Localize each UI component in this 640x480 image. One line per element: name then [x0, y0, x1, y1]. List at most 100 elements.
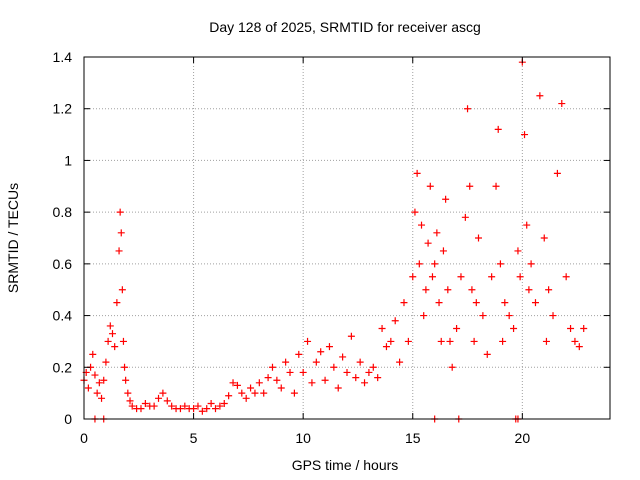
- data-point: [194, 402, 202, 410]
- data-point: [435, 299, 443, 307]
- data-point: [98, 394, 106, 402]
- data-point: [122, 376, 130, 384]
- data-point: [501, 299, 509, 307]
- data-point: [198, 407, 206, 415]
- data-point: [304, 337, 312, 345]
- data-point: [415, 260, 423, 268]
- data-point: [365, 368, 373, 376]
- data-point: [247, 384, 255, 392]
- data-point: [91, 371, 99, 379]
- data-point: [420, 312, 428, 320]
- data-point: [102, 358, 110, 366]
- data-point: [378, 325, 386, 332]
- x-tick-label: 0: [80, 430, 88, 446]
- data-point: [251, 389, 259, 397]
- y-tick-label: 0.8: [53, 204, 73, 220]
- x-tick-label: 5: [190, 430, 198, 446]
- data-point: [238, 389, 246, 397]
- data-point: [312, 358, 320, 366]
- data-point: [431, 260, 439, 268]
- data-point: [141, 399, 149, 407]
- data-point: [290, 389, 298, 397]
- data-point: [268, 363, 276, 371]
- data-point: [553, 169, 561, 177]
- data-point: [207, 399, 215, 407]
- data-point: [117, 229, 125, 237]
- data-point: [446, 337, 454, 345]
- data-point: [521, 131, 529, 139]
- data-point: [286, 368, 294, 376]
- data-point: [567, 325, 575, 332]
- data-point: [203, 405, 211, 413]
- data-point: [549, 312, 557, 320]
- data-point: [216, 402, 224, 410]
- data-point: [190, 405, 198, 413]
- chart-title: Day 128 of 2025, SRMTID for receiver asc…: [209, 19, 481, 35]
- y-tick-label: 0.6: [53, 256, 73, 272]
- data-point: [229, 379, 237, 387]
- data-point: [356, 358, 364, 366]
- data-point: [84, 384, 92, 392]
- data-point: [575, 343, 583, 351]
- data-point: [496, 260, 504, 268]
- data-point: [116, 208, 124, 216]
- data-point: [391, 317, 399, 325]
- data-point: [108, 330, 116, 338]
- data-point: [233, 381, 241, 389]
- plot-border: [83, 56, 611, 420]
- data-point: [400, 299, 408, 307]
- data-point: [273, 376, 281, 384]
- data-point: [479, 312, 487, 320]
- data-point: [128, 402, 136, 410]
- data-point: [155, 394, 163, 402]
- data-point: [168, 402, 176, 410]
- data-point: [558, 100, 566, 108]
- data-point: [382, 343, 390, 351]
- data-point: [111, 343, 119, 351]
- data-point: [404, 337, 412, 345]
- data-point: [542, 337, 550, 345]
- y-tick-label: 1.4: [53, 49, 73, 65]
- data-point: [531, 299, 539, 307]
- data-point: [545, 286, 553, 294]
- data-point: [562, 273, 570, 281]
- data-point: [453, 325, 461, 332]
- data-point: [411, 208, 419, 216]
- data-point: [220, 399, 228, 407]
- y-tick-label: 0.2: [53, 359, 73, 375]
- data-point: [317, 348, 325, 356]
- data-point: [470, 337, 478, 345]
- data-point: [242, 394, 250, 402]
- data-point: [119, 337, 127, 345]
- data-point: [442, 195, 450, 203]
- data-point: [339, 353, 347, 361]
- data-point: [475, 234, 482, 242]
- data-point: [325, 343, 333, 351]
- data-point: [89, 350, 97, 358]
- data-point: [150, 402, 158, 410]
- data-point: [409, 273, 417, 281]
- y-axis-label: SRMTID / TECUs: [5, 183, 21, 293]
- y-tick-label: 0.4: [53, 308, 73, 324]
- data-point: [104, 337, 112, 345]
- data-point: [93, 389, 101, 397]
- ticks: 0 5 10 15 20 0 0.2 0.4 0.6 0.8 1 1.2 1.4: [53, 49, 610, 446]
- data-point: [282, 358, 290, 366]
- data-point: [343, 368, 351, 376]
- data-point: [523, 221, 531, 229]
- data-point: [418, 221, 426, 229]
- x-tick-label: 15: [405, 430, 421, 446]
- data-point: [540, 234, 548, 242]
- data-point: [422, 286, 430, 294]
- y-tick-label: 1.2: [53, 101, 73, 117]
- data-point: [352, 374, 360, 382]
- data-point: [387, 337, 395, 345]
- data-point: [321, 376, 329, 384]
- data-point: [176, 405, 184, 413]
- data-point: [277, 384, 285, 392]
- y-tick-label: 1: [64, 152, 72, 168]
- data-point: [510, 325, 518, 332]
- data-point: [396, 358, 404, 366]
- data-point: [439, 247, 447, 255]
